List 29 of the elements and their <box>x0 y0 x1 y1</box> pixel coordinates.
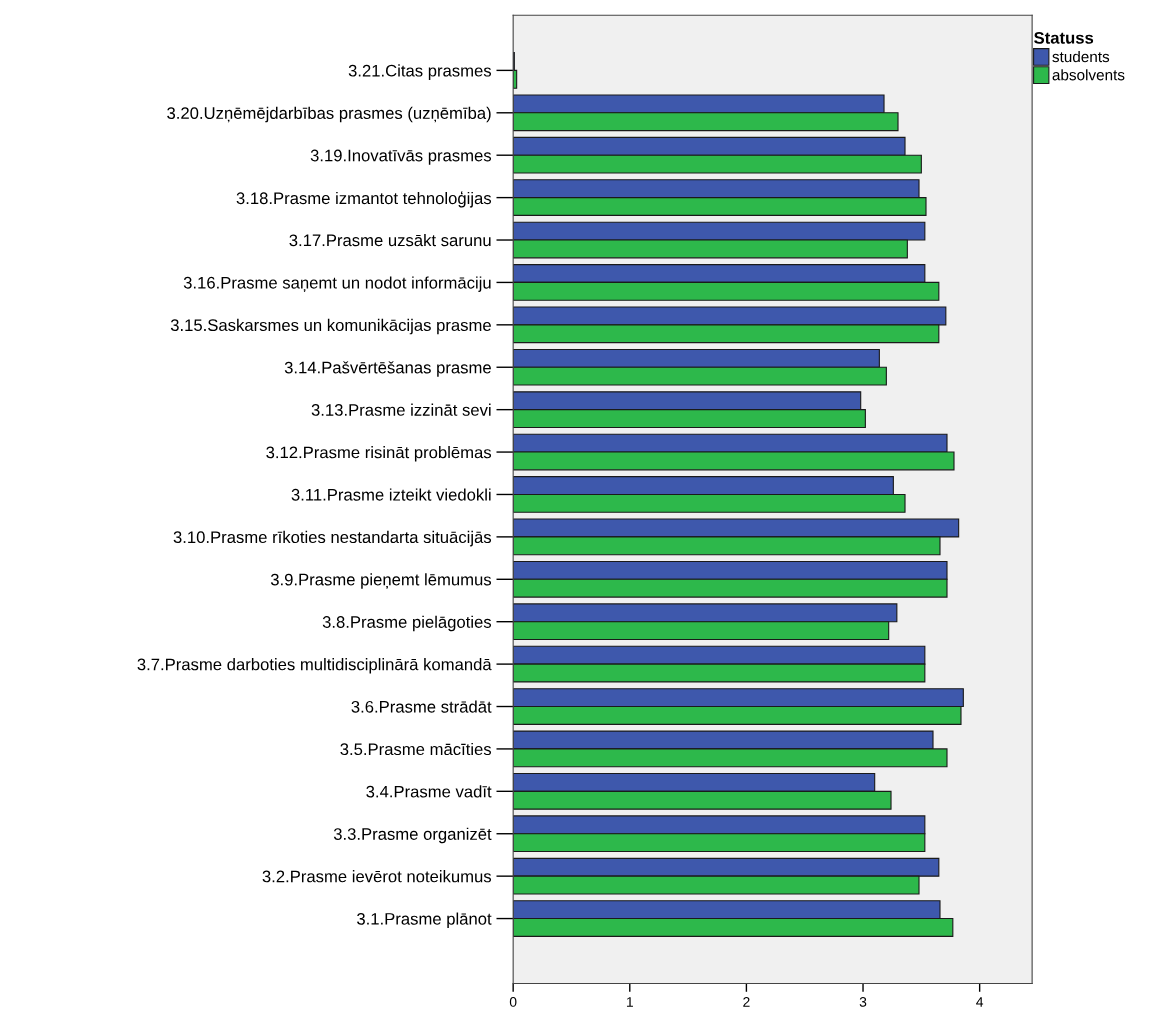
y-tick-label: 3.13.Prasme izzināt sevi <box>311 403 491 416</box>
legend-title: Statuss <box>1034 31 1094 44</box>
x-tick-label: 1 <box>626 997 633 1007</box>
y-tick-label: 3.20.Uzņēmējdarbības prasmes (uzņēmība) <box>167 106 491 123</box>
y-tick-label: 3.17.Prasme uzsākt sarunu <box>289 233 491 247</box>
y-tick-label: 3.21.Citas prasmes <box>348 64 492 80</box>
y-tick-label: 3.6.Prasme strādāt <box>351 700 492 713</box>
y-tick-label: 3.8.Prasme pielāgoties <box>322 615 492 632</box>
legend-label: absolvents <box>1052 69 1125 81</box>
y-tick-label: 3.19.Inovatīvās prasmes <box>310 149 492 165</box>
x-tick-label: 4 <box>976 997 984 1007</box>
y-tick-label: 3.9.Prasme pieņemt lēmumus <box>270 573 492 589</box>
y-tick-label: 3.4.Prasme vadīt <box>366 785 492 798</box>
x-tick-label: 0 <box>509 997 517 1007</box>
y-tick-label: 3.1.Prasme plānot <box>357 912 492 929</box>
legend-label: students <box>1052 50 1110 63</box>
y-tick-label: 3.16.Prasme saņemt un nodot informāciju <box>183 276 491 292</box>
y-tick-label: 3.11.Prasme izteikt viedokli <box>291 488 491 501</box>
y-tick-label: 3.15.Saskarsmes un komunikācijas prasme <box>170 318 491 335</box>
y-tick-label: 3.5.Prasme mācīties <box>340 742 492 756</box>
x-tick-label: 2 <box>743 997 750 1007</box>
y-tick-label: 3.10.Prasme rīkoties nestandarta situācijās <box>173 530 492 547</box>
y-tick-label: 3.12.Prasme risināt problēmas <box>266 446 492 462</box>
y-tick-label: 3.14.Pašvērtēšanas prasme <box>284 361 491 377</box>
x-tick-label: 3 <box>859 997 867 1007</box>
y-tick-label: 3.18.Prasme izmantot tehnoloģijas <box>236 191 492 208</box>
y-tick-label: 3.7.Prasme darboties multidisciplinārā komandā <box>137 658 492 674</box>
y-tick-label: 3.2.Prasme ievērot noteikumus <box>262 870 492 883</box>
y-tick-label: 3.3.Prasme organizēt <box>333 827 492 844</box>
